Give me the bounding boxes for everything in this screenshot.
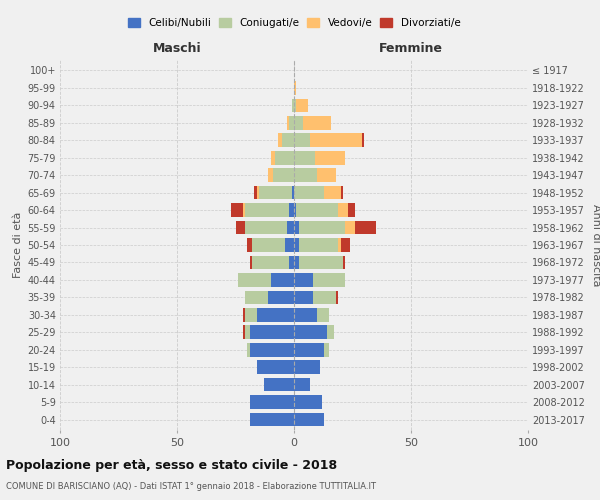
Bar <box>289 256 294 270</box>
Bar <box>313 273 346 286</box>
Bar <box>242 308 245 322</box>
Text: Femmine: Femmine <box>379 42 443 55</box>
Bar <box>296 204 338 217</box>
Bar <box>294 360 320 374</box>
Text: COMUNE DI BARISCIANO (AQ) - Dati ISTAT 1° gennaio 2018 - Elaborazione TUTTITALIA: COMUNE DI BARISCIANO (AQ) - Dati ISTAT 1… <box>6 482 376 491</box>
Bar <box>294 81 296 94</box>
Bar <box>247 343 250 356</box>
Bar <box>325 186 341 200</box>
Bar <box>294 256 299 270</box>
Bar <box>294 186 325 200</box>
Bar <box>250 326 294 339</box>
Bar <box>294 396 322 409</box>
Bar <box>278 134 283 147</box>
Bar <box>294 98 296 112</box>
Bar <box>341 186 343 200</box>
Bar <box>242 326 245 339</box>
Bar <box>313 290 336 304</box>
Bar <box>294 378 310 392</box>
Bar <box>263 378 294 392</box>
Bar <box>245 290 268 304</box>
Bar <box>294 204 296 217</box>
Bar <box>315 151 346 164</box>
Bar <box>287 116 289 130</box>
Bar <box>299 256 343 270</box>
Bar <box>257 308 294 322</box>
Bar <box>310 134 362 147</box>
Bar <box>327 326 334 339</box>
Bar <box>294 168 317 182</box>
Bar <box>257 186 259 200</box>
Bar <box>294 238 299 252</box>
Bar <box>271 151 275 164</box>
Bar <box>292 186 294 200</box>
Bar <box>235 220 245 234</box>
Bar <box>317 168 336 182</box>
Bar <box>304 116 331 130</box>
Bar <box>292 98 294 112</box>
Bar <box>289 116 294 130</box>
Bar <box>268 168 273 182</box>
Bar <box>245 220 287 234</box>
Bar <box>238 273 271 286</box>
Bar <box>336 290 338 304</box>
Bar <box>294 273 313 286</box>
Bar <box>294 151 315 164</box>
Bar <box>250 256 252 270</box>
Bar <box>346 220 355 234</box>
Bar <box>268 290 294 304</box>
Bar <box>250 396 294 409</box>
Bar <box>294 290 313 304</box>
Bar <box>250 412 294 426</box>
Bar <box>287 220 294 234</box>
Bar <box>299 220 346 234</box>
Bar <box>252 256 289 270</box>
Bar <box>348 204 355 217</box>
Bar <box>296 98 308 112</box>
Bar <box>294 412 325 426</box>
Bar <box>289 204 294 217</box>
Bar <box>299 238 338 252</box>
Bar <box>271 273 294 286</box>
Bar <box>245 308 257 322</box>
Bar <box>338 204 348 217</box>
Bar <box>283 134 294 147</box>
Bar <box>355 220 376 234</box>
Bar <box>273 168 294 182</box>
Bar <box>252 238 284 252</box>
Y-axis label: Fasce di età: Fasce di età <box>13 212 23 278</box>
Bar <box>284 238 294 252</box>
Text: Popolazione per età, sesso e stato civile - 2018: Popolazione per età, sesso e stato civil… <box>6 460 337 472</box>
Bar <box>294 220 299 234</box>
Bar <box>317 308 329 322</box>
Legend: Celibi/Nubili, Coniugati/e, Vedovi/e, Divorziati/e: Celibi/Nubili, Coniugati/e, Vedovi/e, Di… <box>124 14 464 32</box>
Bar <box>294 326 327 339</box>
Text: Maschi: Maschi <box>152 42 202 55</box>
Bar <box>231 204 242 217</box>
Bar <box>242 204 245 217</box>
Bar <box>294 134 310 147</box>
Bar <box>245 204 289 217</box>
Bar <box>259 186 292 200</box>
Bar <box>294 343 325 356</box>
Bar <box>294 308 317 322</box>
Bar <box>247 238 252 252</box>
Bar <box>245 326 250 339</box>
Bar <box>294 116 304 130</box>
Bar <box>338 238 341 252</box>
Bar <box>275 151 294 164</box>
Bar <box>343 256 346 270</box>
Bar <box>250 343 294 356</box>
Y-axis label: Anni di nascita: Anni di nascita <box>590 204 600 286</box>
Bar <box>325 343 329 356</box>
Bar <box>254 186 257 200</box>
Bar <box>257 360 294 374</box>
Bar <box>341 238 350 252</box>
Bar <box>362 134 364 147</box>
